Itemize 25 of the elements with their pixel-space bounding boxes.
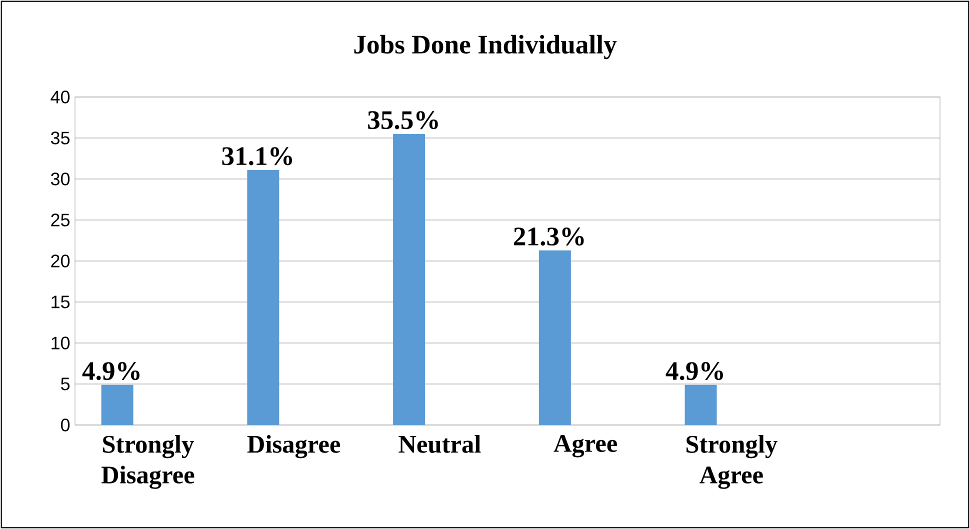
y-tick-label: 30 xyxy=(50,172,70,186)
bar xyxy=(101,384,134,425)
x-tick-label: Strongly Disagree xyxy=(101,435,194,489)
x-tick-label: Strongly Agree xyxy=(686,435,778,489)
data-label: 31.1% xyxy=(222,147,292,166)
y-tick-label: 15 xyxy=(52,296,70,308)
y-tick-label: 35 xyxy=(50,132,70,144)
bar xyxy=(247,170,280,425)
x-tick-label: Agree xyxy=(554,435,618,458)
chart-title: Jobs Done Individually xyxy=(354,34,617,60)
y-tick-label: 20 xyxy=(51,254,70,268)
bar xyxy=(538,250,571,425)
y-tick-label: 5 xyxy=(60,378,70,390)
data-label: 4.9% xyxy=(82,362,140,380)
data-label: 4.9% xyxy=(666,362,723,380)
data-label: 21.3% xyxy=(514,228,584,246)
x-tick-label: Disagree xyxy=(247,435,340,458)
data-label: 35.5% xyxy=(368,111,438,130)
y-tick-label: 10 xyxy=(52,336,70,350)
y-tick-label: 40 xyxy=(50,90,70,104)
x-tick-label: Neutral xyxy=(398,435,481,453)
bar xyxy=(393,134,426,425)
y-tick-label: 25 xyxy=(51,214,70,226)
y-tick-label: 0 xyxy=(60,418,70,432)
bar xyxy=(684,384,717,425)
